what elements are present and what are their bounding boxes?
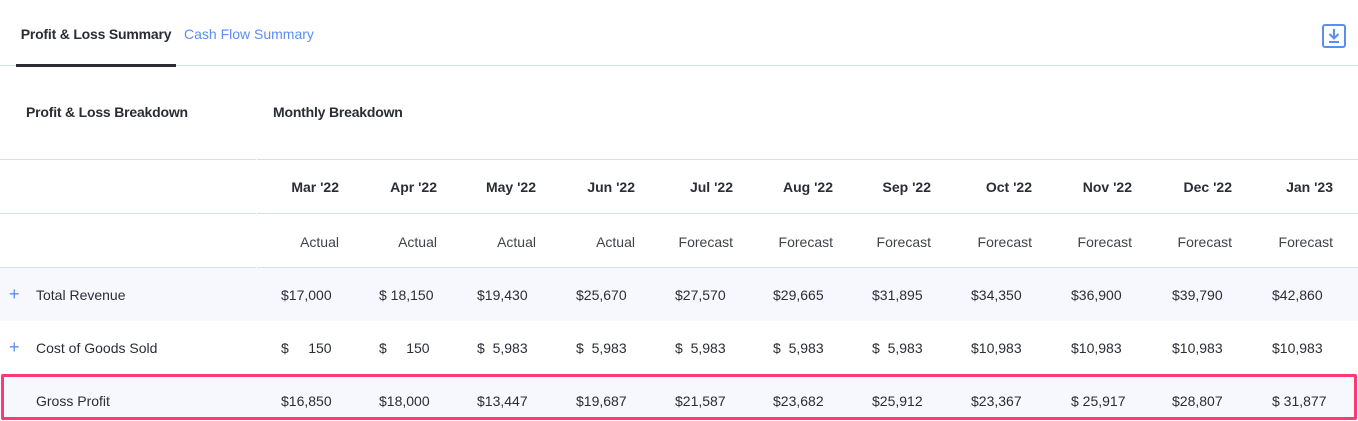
row-label: Gross Profit [36,393,110,409]
status-label: Forecast [678,234,733,250]
value-cell: $17,000 [281,287,332,303]
expand-plus-icon[interactable]: + [9,284,20,304]
status-label: Forecast [1278,234,1333,250]
status-row: Actual Actual Actual Actual Forecast For… [0,214,1358,267]
month-header: Apr '22 [390,179,437,195]
value-cell: $ 18,150 [379,287,434,303]
pl-breakdown-heading: Profit & Loss Breakdown [26,104,188,120]
month-header: Jun '22 [587,179,635,195]
value-cell: $16,850 [281,393,332,409]
status-label: Forecast [876,234,931,250]
row-label: Cost of Goods Sold [36,340,158,356]
status-label: Forecast [1077,234,1132,250]
month-header: Jan '23 [1286,179,1333,195]
tab-profit-loss-summary[interactable]: Profit & Loss Summary [16,0,176,67]
tab-cash-flow-summary[interactable]: Cash Flow Summary [184,26,314,42]
value-cell: $ 5,983 [872,340,923,356]
table-row-cost-of-goods-sold: + Cost of Goods Sold $ 150 $ 150 $ 5,983… [0,321,1358,374]
value-cell: $19,430 [477,287,528,303]
value-cell: $ 25,917 [1071,393,1126,409]
status-label: Actual [596,234,635,250]
value-cell: $21,587 [675,393,726,409]
value-cell: $19,687 [576,393,627,409]
divider [257,159,1358,160]
value-cell: $42,860 [1272,287,1323,303]
status-label: Forecast [778,234,833,250]
status-label: Actual [398,234,437,250]
value-cell: $34,350 [971,287,1022,303]
status-label: Forecast [1177,234,1232,250]
value-cell: $39,790 [1172,287,1223,303]
value-cell: $ 5,983 [773,340,824,356]
download-button[interactable] [1322,24,1346,48]
month-header: Aug '22 [782,179,833,195]
value-cell: $25,912 [872,393,923,409]
value-cell: $10,983 [1071,340,1122,356]
status-label: Actual [300,234,339,250]
divider [0,213,256,214]
table-row-total-revenue: + Total Revenue $17,000 $ 18,150 $19,430… [0,268,1358,321]
month-header: Dec '22 [1183,179,1232,195]
value-cell: $27,570 [675,287,726,303]
divider [0,267,256,268]
month-header: Nov '22 [1082,179,1132,195]
expand-plus-icon[interactable]: + [9,337,20,357]
value-cell: $25,670 [576,287,627,303]
month-header: May '22 [485,179,536,195]
value-cell: $31,895 [872,287,923,303]
tab-bar: Profit & Loss Summary Cash Flow Summary [0,0,1358,67]
value-cell: $13,447 [477,393,528,409]
divider [257,267,1358,268]
month-header-row: Mar '22 Apr '22 May '22 Jun '22 Jul '22 … [0,160,1358,213]
value-cell: $23,367 [971,393,1022,409]
table-row-gross-profit: Gross Profit $16,850 $18,000 $13,447 $19… [0,374,1358,421]
divider [257,213,1358,214]
value-cell: $ 150 [281,340,332,356]
value-cell: $ 5,983 [675,340,726,356]
value-cell: $10,983 [1172,340,1223,356]
value-cell: $ 5,983 [576,340,627,356]
value-cell: $36,900 [1071,287,1122,303]
status-label: Actual [497,234,536,250]
value-cell: $28,807 [1172,393,1223,409]
status-label: Forecast [977,234,1032,250]
value-cell: $ 5,983 [477,340,528,356]
month-header: Mar '22 [291,179,339,195]
value-cell: $29,665 [773,287,824,303]
value-cell: $10,983 [971,340,1022,356]
row-label: Total Revenue [36,287,126,303]
month-header: Sep '22 [882,179,931,195]
divider [0,159,256,160]
value-cell: $10,983 [1272,340,1323,356]
month-header: Jul '22 [689,179,733,195]
month-header: Oct '22 [985,179,1032,195]
download-icon [1328,29,1340,43]
value-cell: $ 150 [379,340,430,356]
monthly-breakdown-heading: Monthly Breakdown [273,104,403,120]
value-cell: $18,000 [379,393,430,409]
value-cell: $23,682 [773,393,824,409]
value-cell: $ 31,877 [1272,393,1327,409]
